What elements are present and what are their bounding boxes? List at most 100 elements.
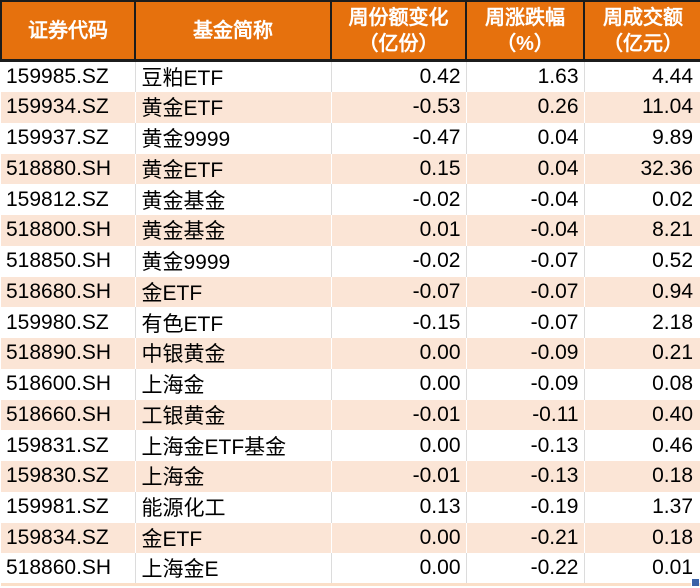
name-cell[interactable]: 上海金ETF基金	[135, 430, 332, 461]
share-change-cell[interactable]: -0.01	[331, 461, 467, 492]
share-change-cell[interactable]: -0.47	[331, 122, 467, 154]
share-change-cell[interactable]: 0.00	[331, 553, 467, 585]
col-header-label: 周涨跌幅	[485, 6, 565, 29]
turnover-cell[interactable]: 0.02	[584, 184, 700, 215]
turnover-cell[interactable]: 0.01	[584, 553, 700, 585]
name-cell[interactable]: 黄金ETF	[135, 92, 332, 123]
code-cell[interactable]: 518660.SH	[1, 399, 136, 431]
col-header-label: 周份额变化	[348, 6, 449, 29]
turnover-cell[interactable]: 9.89	[584, 122, 700, 154]
name-cell[interactable]: 黄金9999	[135, 245, 332, 277]
code-cell[interactable]: 518880.SH	[1, 153, 136, 185]
pct-change-cell[interactable]: -0.07	[466, 245, 585, 277]
turnover-cell[interactable]: 0.08	[584, 368, 700, 400]
pct-change-cell[interactable]: -0.13	[466, 430, 585, 461]
pct-change-cell[interactable]: -0.09	[466, 368, 585, 400]
code-cell[interactable]: 518800.SH	[1, 215, 136, 246]
turnover-cell[interactable]: 4.44	[584, 60, 700, 92]
share-change-cell[interactable]: 0.00	[331, 338, 467, 369]
code-cell[interactable]: 159937.SZ	[1, 122, 136, 154]
name-cell[interactable]: 中银黄金	[135, 338, 332, 369]
turnover-cell[interactable]: 0.94	[584, 276, 700, 308]
pct-change-cell[interactable]: -0.13	[466, 461, 585, 492]
share-change-cell[interactable]: 0.00	[331, 430, 467, 461]
name-cell[interactable]: 上海金	[135, 368, 332, 400]
share-change-cell[interactable]: -0.07	[331, 276, 467, 308]
share-change-cell[interactable]: -0.02	[331, 245, 467, 277]
code-cell[interactable]: 518860.SH	[1, 553, 136, 585]
col-header-unit: （亿份）	[358, 32, 439, 55]
name-cell[interactable]: 黄金ETF	[135, 153, 332, 185]
name-cell[interactable]: 上海金E	[135, 553, 332, 585]
code-cell[interactable]: 518890.SH	[1, 338, 136, 369]
name-cell[interactable]: 上海金	[135, 461, 332, 492]
name-cell[interactable]: 金ETF	[135, 522, 332, 554]
pct-change-cell[interactable]: 1.63	[466, 60, 585, 92]
selection-fill-handle-icon[interactable]	[691, 578, 699, 586]
pct-change-cell[interactable]: -0.22	[466, 553, 585, 585]
name-cell[interactable]: 有色ETF	[135, 307, 332, 338]
col-header-turnover[interactable]: 周成交额 （亿元）	[583, 0, 700, 62]
pct-change-cell[interactable]: 0.26	[466, 92, 585, 123]
share-change-cell[interactable]: 0.01	[331, 215, 467, 246]
table-row: 518890.SH 中银黄金 0.00 -0.09 0.21	[1, 338, 700, 369]
pct-change-cell[interactable]: 0.04	[466, 122, 585, 154]
col-header-name[interactable]: 基金简称	[134, 0, 332, 62]
share-change-cell[interactable]: -0.02	[331, 184, 467, 215]
turnover-cell[interactable]: 0.18	[584, 522, 700, 554]
share-change-cell[interactable]: -0.01	[331, 399, 467, 431]
pct-change-cell[interactable]: 0.04	[466, 153, 585, 185]
pct-change-cell[interactable]: -0.09	[466, 338, 585, 369]
name-cell[interactable]: 能源化工	[135, 491, 332, 523]
col-header-unit: （亿元）	[603, 32, 683, 55]
name-cell[interactable]: 黄金基金	[135, 184, 332, 215]
table-row: 159985.SZ 豆粕ETF 0.42 1.63 4.44	[1, 60, 700, 92]
name-cell[interactable]: 黄金基金	[135, 215, 332, 246]
share-change-cell[interactable]: 0.00	[331, 522, 467, 554]
name-cell[interactable]: 金ETF	[135, 276, 332, 308]
code-cell[interactable]: 159830.SZ	[1, 461, 136, 492]
name-cell[interactable]: 豆粕ETF	[135, 60, 332, 92]
code-cell[interactable]: 159980.SZ	[1, 307, 136, 338]
code-cell[interactable]: 159834.SZ	[1, 522, 136, 554]
turnover-cell[interactable]: 11.04	[584, 92, 700, 123]
pct-change-cell[interactable]: -0.07	[466, 307, 585, 338]
col-header-code[interactable]: 证券代码	[0, 0, 136, 62]
code-cell[interactable]: 159934.SZ	[1, 92, 136, 123]
code-cell[interactable]: 159985.SZ	[1, 60, 136, 92]
code-cell[interactable]: 518680.SH	[1, 276, 136, 308]
col-header-pct-change[interactable]: 周涨跌幅 （%）	[465, 0, 585, 62]
code-cell[interactable]: 518600.SH	[1, 368, 136, 400]
share-change-cell[interactable]: -0.53	[331, 92, 467, 123]
pct-change-cell[interactable]: -0.07	[466, 276, 585, 308]
pct-change-cell[interactable]: -0.04	[466, 184, 585, 215]
table-row: 518850.SH 黄金9999 -0.02 -0.07 0.52	[1, 245, 700, 277]
turnover-cell[interactable]: 0.40	[584, 399, 700, 431]
code-cell[interactable]: 518850.SH	[1, 245, 136, 277]
pct-change-cell[interactable]: -0.19	[466, 491, 585, 523]
share-change-cell[interactable]: 0.00	[331, 368, 467, 400]
turnover-cell[interactable]: 0.52	[584, 245, 700, 277]
pct-change-cell[interactable]: -0.04	[466, 215, 585, 246]
turnover-cell[interactable]: 0.46	[584, 430, 700, 461]
name-cell[interactable]: 黄金9999	[135, 122, 332, 154]
turnover-cell[interactable]: 8.21	[584, 215, 700, 246]
turnover-cell[interactable]: 2.18	[584, 307, 700, 338]
share-change-cell[interactable]: 0.13	[331, 491, 467, 523]
table-row: 159937.SZ 黄金9999 -0.47 0.04 9.89	[1, 122, 700, 154]
share-change-cell[interactable]: 0.42	[331, 60, 467, 92]
pct-change-cell[interactable]: -0.21	[466, 522, 585, 554]
share-change-cell[interactable]: -0.15	[331, 307, 467, 338]
turnover-cell[interactable]: 0.21	[584, 338, 700, 369]
turnover-cell[interactable]: 1.37	[584, 491, 700, 523]
col-header-label: 周成交额	[603, 6, 683, 29]
code-cell[interactable]: 159831.SZ	[1, 430, 136, 461]
pct-change-cell[interactable]: -0.11	[466, 399, 585, 431]
name-cell[interactable]: 工银黄金	[135, 399, 332, 431]
turnover-cell[interactable]: 0.18	[584, 461, 700, 492]
code-cell[interactable]: 159812.SZ	[1, 184, 136, 215]
share-change-cell[interactable]: 0.15	[331, 153, 467, 185]
col-header-share-change[interactable]: 周份额变化 （亿份）	[330, 0, 467, 62]
turnover-cell[interactable]: 32.36	[584, 153, 700, 185]
code-cell[interactable]: 159981.SZ	[1, 491, 136, 523]
